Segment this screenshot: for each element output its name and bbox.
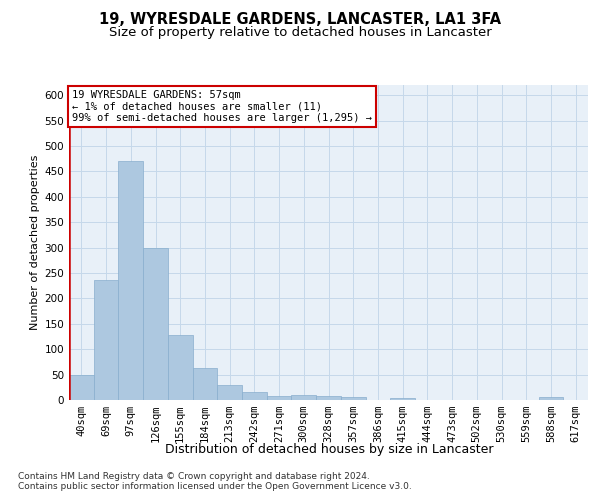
Bar (168, 335, 193, 400)
Text: 19 WYRESDALE GARDENS: 57sqm
← 1% of detached houses are smaller (11)
99% of semi: 19 WYRESDALE GARDENS: 57sqm ← 1% of deta… (72, 90, 372, 124)
Bar (242, 392, 267, 400)
Bar (390, 398, 415, 400)
Bar (217, 386, 242, 400)
Bar (94, 280, 118, 400)
Bar (193, 368, 217, 400)
Bar (292, 395, 316, 400)
Bar (143, 248, 168, 400)
Y-axis label: Number of detached properties: Number of detached properties (30, 155, 40, 330)
Text: 19, WYRESDALE GARDENS, LANCASTER, LA1 3FA: 19, WYRESDALE GARDENS, LANCASTER, LA1 3F… (99, 12, 501, 28)
Bar (118, 161, 143, 400)
Bar (69, 374, 94, 400)
Text: Contains public sector information licensed under the Open Government Licence v3: Contains public sector information licen… (18, 482, 412, 491)
Text: Distribution of detached houses by size in Lancaster: Distribution of detached houses by size … (164, 442, 493, 456)
Bar (316, 396, 341, 400)
Bar (341, 397, 365, 400)
Bar (267, 396, 292, 400)
Bar (539, 397, 563, 400)
Text: Contains HM Land Registry data © Crown copyright and database right 2024.: Contains HM Land Registry data © Crown c… (18, 472, 370, 481)
Text: Size of property relative to detached houses in Lancaster: Size of property relative to detached ho… (109, 26, 491, 39)
